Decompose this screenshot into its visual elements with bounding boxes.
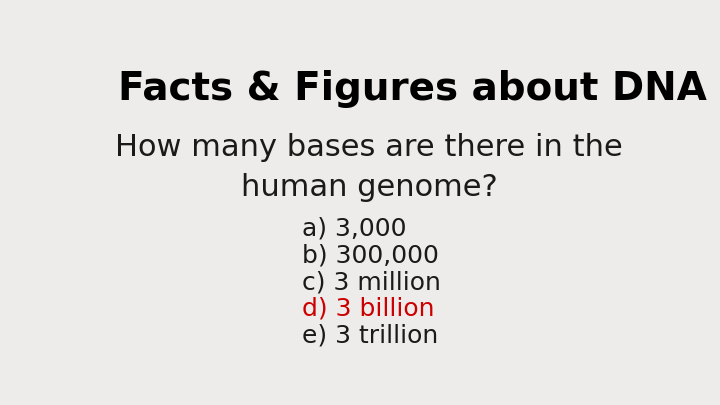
Text: Facts & Figures about DNA: Facts & Figures about DNA <box>118 70 707 109</box>
Text: e) 3 trillion: e) 3 trillion <box>302 323 438 347</box>
Text: a) 3,000: a) 3,000 <box>302 217 407 241</box>
Text: b) 300,000: b) 300,000 <box>302 243 439 268</box>
Text: d) 3 billion: d) 3 billion <box>302 296 435 320</box>
Text: c) 3 million: c) 3 million <box>302 270 441 294</box>
Text: How many bases are there in the
human genome?: How many bases are there in the human ge… <box>115 133 623 202</box>
